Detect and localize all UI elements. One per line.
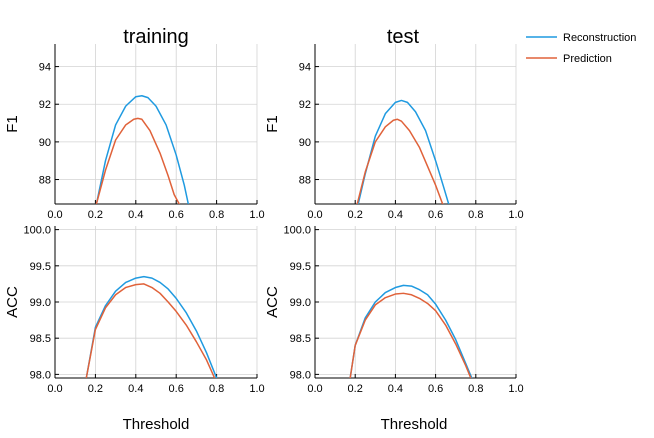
y-tick-label: 88 — [299, 175, 311, 187]
series-group — [85, 275, 218, 378]
x-tick-label: 0.6 — [428, 209, 443, 221]
y-axis-label: ACC — [264, 286, 281, 318]
x-axis-label-training: Threshold — [123, 416, 190, 433]
y-tick-label: 98.0 — [290, 369, 311, 381]
series-line-prediction — [356, 118, 444, 204]
panel-f1-test: 0.0 0.2 0.4 0.6 0.8 1.0 88 90 92 94 F1 — [264, 44, 524, 221]
x-tick-label: 0.0 — [47, 209, 62, 221]
y-axis-label: F1 — [4, 115, 21, 133]
column-title-test: test — [387, 26, 420, 48]
x-tick-label: 0.8 — [468, 383, 483, 395]
y-tick-label: 92 — [299, 99, 311, 111]
panel-acc-training: 0.0 0.2 0.4 0.6 0.8 1.0 98.0 98.5 99.0 99.5 100.0 A… — [4, 225, 265, 395]
x-tick-label: 0.2 — [348, 383, 363, 395]
x-tick-label: 0.8 — [209, 383, 224, 395]
x-tick-label: 0.0 — [47, 383, 62, 395]
y-axis-label: F1 — [264, 115, 281, 133]
series-line-prediction — [85, 283, 216, 378]
x-tick-label: 0.2 — [348, 209, 363, 221]
y-tick-label: 100.0 — [23, 225, 51, 237]
series-line-reconstruction — [357, 99, 450, 204]
x-tick-label: 0.6 — [169, 209, 184, 221]
y-tick-label: 98.0 — [30, 369, 51, 381]
y-tick-label: 90 — [39, 137, 51, 149]
x-tick-label: 0.6 — [169, 383, 184, 395]
y-tick-label: 98.5 — [30, 333, 51, 345]
series-line-reconstruction — [85, 275, 218, 378]
series-group — [95, 95, 190, 204]
x-tick-label: 0.0 — [307, 209, 322, 221]
x-tick-label: 0.0 — [307, 383, 322, 395]
x-tick-label: 0.4 — [388, 209, 403, 221]
x-tick-label: 0.8 — [209, 209, 224, 221]
panel-acc-test: 0.0 0.2 0.4 0.6 0.8 1.0 98.0 98.5 99.0 99.5 100.0 A… — [264, 225, 524, 395]
panel-f1-training: 0.0 0.2 0.4 0.6 0.8 1.0 88 90 92 94 F1 — [4, 44, 265, 221]
series-line-reconstruction — [349, 284, 473, 378]
y-tick-label: 99.0 — [290, 297, 311, 309]
x-tick-label: 0.2 — [88, 383, 103, 395]
x-tick-label: 0.4 — [128, 209, 143, 221]
y-tick-label: 99.5 — [290, 261, 311, 273]
legend: Reconstruction Prediction — [526, 32, 636, 65]
y-tick-label: 99.0 — [30, 297, 51, 309]
x-tick-label: 1.0 — [249, 383, 264, 395]
y-tick-label: 94 — [39, 62, 51, 74]
series-line-prediction — [349, 292, 472, 378]
y-tick-label: 90 — [299, 137, 311, 149]
column-title-training: training — [123, 26, 189, 48]
x-tick-label: 1.0 — [508, 209, 523, 221]
y-tick-label: 92 — [39, 99, 51, 111]
x-tick-label: 1.0 — [249, 209, 264, 221]
x-axis-label-test: Threshold — [381, 416, 448, 433]
x-tick-label: 0.4 — [388, 383, 403, 395]
x-tick-label: 0.6 — [428, 383, 443, 395]
x-tick-label: 0.2 — [88, 209, 103, 221]
y-tick-label: 88 — [39, 175, 51, 187]
legend-label-prediction: Prediction — [563, 53, 612, 65]
y-tick-label: 98.5 — [290, 333, 311, 345]
x-tick-label: 0.8 — [468, 209, 483, 221]
series-line-reconstruction — [95, 95, 190, 204]
series-group — [349, 284, 473, 378]
legend-label-reconstruction: Reconstruction — [563, 32, 636, 44]
series-line-prediction — [95, 117, 180, 204]
y-tick-label: 94 — [299, 62, 311, 74]
y-tick-label: 99.5 — [30, 261, 51, 273]
x-tick-label: 0.4 — [128, 383, 143, 395]
y-axis-label: ACC — [4, 286, 21, 318]
series-group — [356, 99, 450, 204]
y-tick-label: 100.0 — [283, 225, 311, 237]
x-tick-label: 1.0 — [508, 383, 523, 395]
